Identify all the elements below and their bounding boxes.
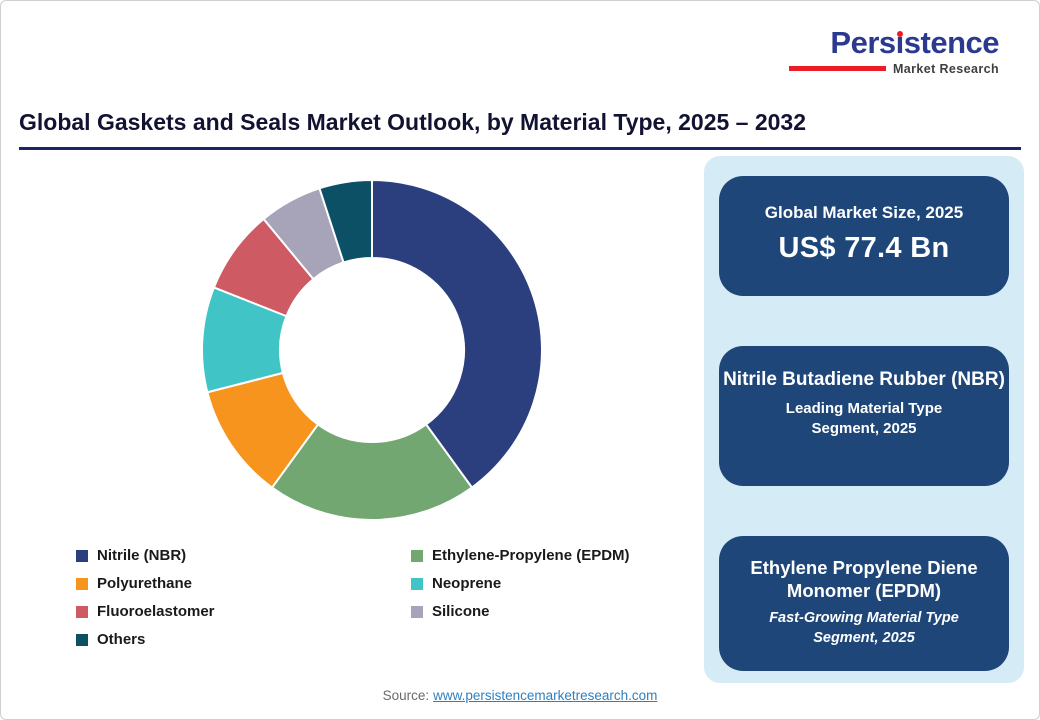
legend-item-neoprene: Neoprene: [411, 574, 696, 593]
brand-logo: Persı stence Market Research: [789, 25, 1000, 76]
legend-label: Polyurethane: [97, 575, 193, 592]
legend-item-fluoroelastomer: Fluoroelastomer: [76, 602, 411, 621]
card-market-size-title: Global Market Size, 2025: [764, 203, 964, 222]
legend-item-polyurethane: Polyurethane: [76, 574, 411, 593]
legend-swatch-icon: [76, 605, 88, 618]
legend-label: Fluoroelastomer: [97, 603, 215, 620]
logo-red-bar: [789, 66, 886, 72]
source-link[interactable]: www.persistencemarketresearch.com: [433, 688, 658, 703]
logo-red-dot-icon: [896, 31, 903, 37]
logo-brand-post: stence: [903, 25, 1000, 60]
card-market-size-value: US$ 77.4 Bn: [778, 232, 950, 265]
source-line: Source: www.persistencemarketresearch.com: [1, 688, 1039, 703]
chart-legend: Nitrile (NBR) Ethylene-Propylene (EPDM) Po…: [76, 546, 696, 649]
legend-item-others: Others: [76, 630, 411, 649]
legend-label: Ethylene-Propylene (EPDM): [432, 547, 630, 564]
page-title: Global Gaskets and Seals Market Outlook,…: [19, 109, 807, 135]
title-underline: [19, 147, 1021, 150]
card-market-size: Global Market Size, 2025 US$ 77.4 Bn: [719, 176, 1009, 296]
logo-subtitle: Market Research: [892, 61, 999, 76]
card-leading-segment: Nitrile Butadiene Rubber (NBR) Leading M…: [719, 346, 1009, 486]
card-leading-segment-title: Nitrile Butadiene Rubber (NBR): [723, 369, 1005, 390]
card-fast-growing-segment: Ethylene Propylene Diene Monomer (EPDM) …: [719, 536, 1009, 671]
source-label: Source:: [382, 688, 430, 703]
legend-item-silicone: Silicone: [411, 602, 696, 621]
donut-slice-ethylene-propylene-epdm: [270, 423, 474, 521]
logo-brand-text: Persı stence: [789, 25, 1000, 60]
legend-item-nitrile-nbr: Nitrile (NBR): [76, 546, 411, 565]
logo-subtitle-row: Market Research: [789, 62, 999, 76]
legend-label: Others: [97, 631, 146, 648]
legend-swatch-icon: [76, 577, 88, 590]
legend-swatch-icon: [411, 605, 423, 618]
logo-brand-pre: Pers: [830, 25, 896, 60]
card-leading-segment-subtitle: Leading Material Type Segment, 2025: [785, 399, 943, 437]
legend-swatch-icon: [76, 549, 88, 562]
highlights-panel: Global Market Size, 2025 US$ 77.4 Bn Nit…: [704, 156, 1024, 683]
donut-chart: [201, 178, 543, 521]
logo-letter-i: ı: [895, 25, 905, 60]
donut-slice-nitrile-nbr: [371, 178, 543, 489]
legend-item-ethylene-propylene-epdm: Ethylene-Propylene (EPDM): [411, 546, 696, 565]
card-fast-growing-segment-title: Ethylene Propylene Diene Monomer (EPDM): [750, 557, 978, 602]
legend-label: Silicone: [432, 603, 490, 620]
legend-label: Nitrile (NBR): [97, 547, 187, 564]
legend-label: Neoprene: [432, 575, 502, 592]
donut-slice-others: [318, 178, 373, 264]
card-fast-growing-segment-subtitle: Fast-Growing Material Type Segment, 2025: [769, 610, 959, 646]
legend-swatch-icon: [411, 577, 423, 590]
legend-swatch-icon: [76, 633, 88, 646]
legend-swatch-icon: [411, 549, 423, 562]
